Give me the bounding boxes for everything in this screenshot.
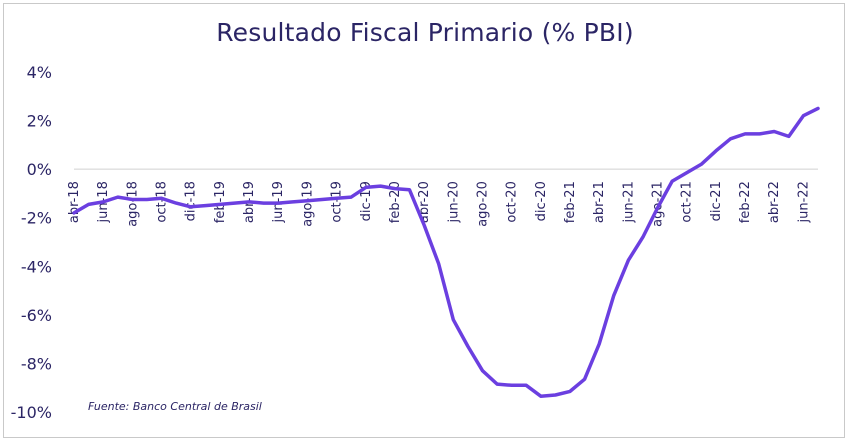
- y-tick-label: 4%: [27, 63, 52, 82]
- x-tick-label: ago-18: [125, 181, 140, 227]
- x-tick-label: oct-21: [680, 181, 695, 222]
- x-tick-label: feb-20: [388, 181, 403, 223]
- x-tick-label: oct-18: [155, 181, 170, 222]
- x-tick-label: ago-19: [300, 181, 315, 227]
- y-tick-label: -6%: [21, 306, 52, 325]
- y-tick-label: -10%: [11, 403, 52, 422]
- x-tick-label: jun-21: [621, 181, 636, 223]
- y-tick-label: -2%: [21, 209, 52, 228]
- x-tick-label: dic-20: [534, 181, 549, 221]
- x-tick-label: dic-21: [709, 181, 724, 221]
- x-tick-label: jun-20: [446, 181, 461, 223]
- x-tick-label: oct-19: [330, 181, 345, 222]
- y-tick-label: 0%: [27, 160, 52, 179]
- x-tick-label: jun-22: [796, 181, 811, 223]
- x-tick-label: abr-20: [417, 181, 432, 223]
- x-tick-label: ago-20: [475, 181, 490, 227]
- y-tick-label: -8%: [21, 354, 52, 373]
- series-lines: [72, 106, 820, 398]
- x-tick-label: dic-18: [184, 181, 199, 221]
- x-tick-label: feb-21: [563, 181, 578, 223]
- series-line: [72, 106, 820, 398]
- x-tick-label: abr-18: [67, 181, 82, 223]
- x-tick-label: feb-19: [213, 181, 228, 223]
- y-tick-label: 2%: [27, 112, 52, 131]
- y-tick-label: -4%: [21, 257, 52, 276]
- x-tick-label: oct-20: [505, 181, 520, 222]
- source-note: Fuente: Banco Central de Brasil: [88, 400, 262, 413]
- x-tick-label: abr-21: [592, 181, 607, 223]
- x-tick-label: abr-22: [767, 181, 782, 223]
- x-tick-label: feb-22: [738, 181, 753, 223]
- x-axis-ticks: abr-18 jun-18 ago-18 oct-18 dic-18 feb-19 abr-…: [67, 181, 811, 227]
- y-axis-ticks: 4% 2% 0% -2% -4% -6% -8% -10%: [11, 63, 52, 422]
- chart-title: Resultado Fiscal Primario (% PBI): [216, 18, 634, 47]
